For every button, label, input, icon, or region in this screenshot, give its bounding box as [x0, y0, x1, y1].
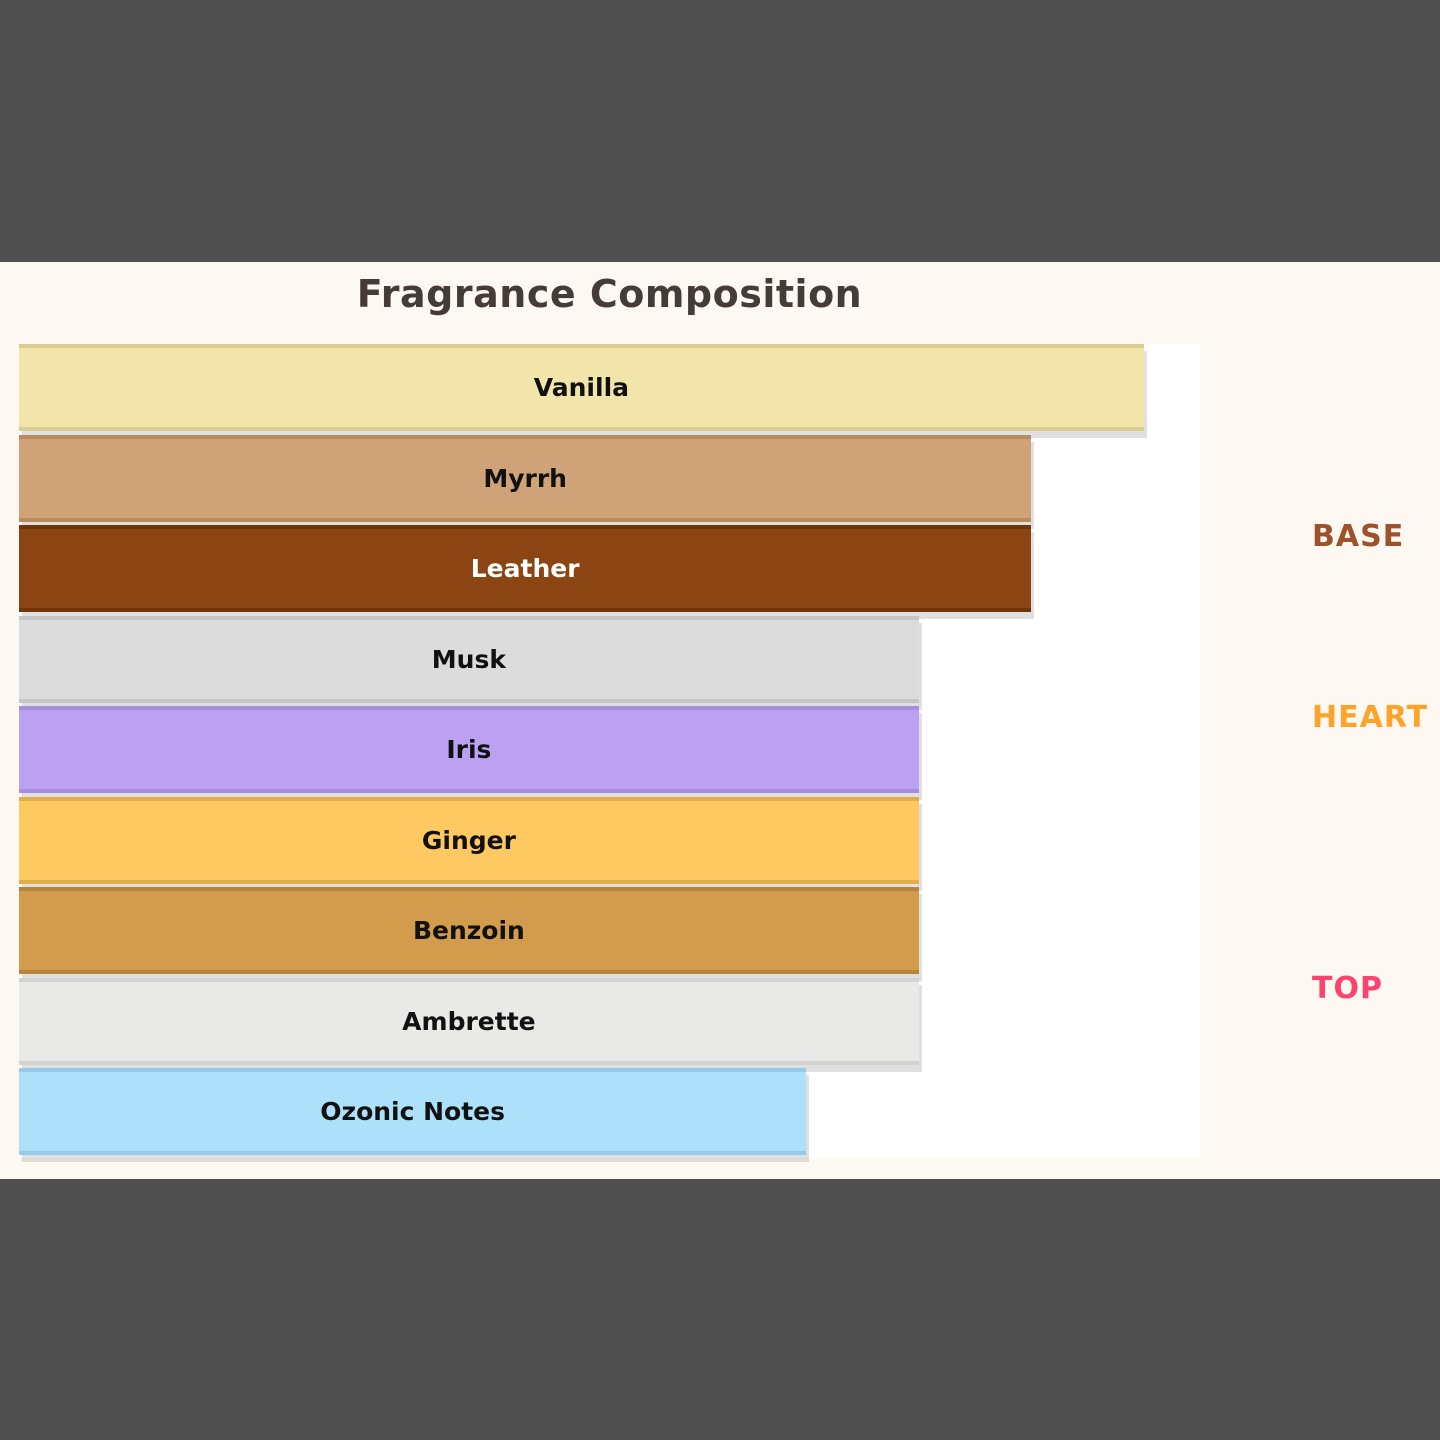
- bar-leather: Leather: [19, 525, 1032, 612]
- bars-container: Vanilla Myrrh Leather Musk Iris Ginger Benzoin…: [19, 344, 1200, 1158]
- bar-ginger: Ginger: [19, 796, 919, 884]
- bar-ozonic-notes: Ozonic Notes: [19, 1068, 807, 1155]
- bar-label: Ginger: [421, 825, 516, 855]
- phase-label-base: BASE: [1312, 519, 1405, 554]
- bar-benzoin: Benzoin: [19, 887, 919, 974]
- letterbox-bottom: [0, 1179, 1440, 1440]
- bar-label: Iris: [446, 735, 492, 764]
- bar-label: Leather: [470, 554, 580, 583]
- chart-title: Fragrance Composition: [356, 272, 863, 316]
- bar-ambrette: Ambrette: [19, 977, 919, 1065]
- bar-label: Myrrh: [483, 463, 567, 493]
- phase-label-top: TOP: [1312, 971, 1383, 1006]
- bar-vanilla: Vanilla: [19, 344, 1144, 431]
- bar-label: Musk: [431, 644, 506, 674]
- bar-label: Benzoin: [412, 916, 525, 945]
- bar-myrrh: Myrrh: [19, 434, 1032, 522]
- letterbox-top: [0, 0, 1440, 262]
- chart-figure: Fragrance Composition Vanilla Myrrh Leathe…: [0, 262, 1440, 1179]
- bar-musk: Musk: [19, 615, 919, 703]
- bar-label: Ozonic Notes: [320, 1097, 506, 1126]
- phase-label-heart: HEART: [1312, 700, 1429, 735]
- bar-label: Ambrette: [402, 1006, 536, 1036]
- bar-label: Vanilla: [533, 373, 630, 402]
- bar-iris: Iris: [19, 706, 919, 793]
